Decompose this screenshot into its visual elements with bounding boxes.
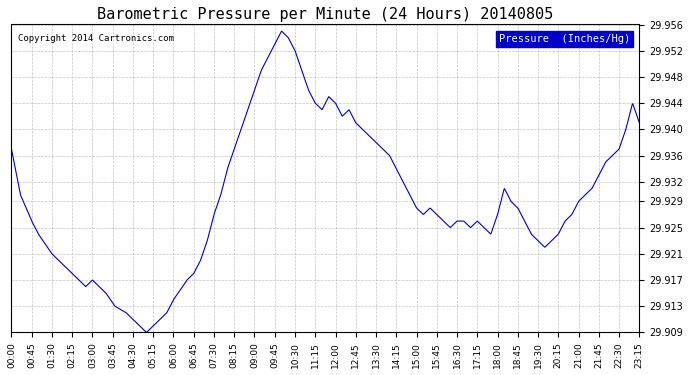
Title: Barometric Pressure per Minute (24 Hours) 20140805: Barometric Pressure per Minute (24 Hours… (97, 7, 553, 22)
Text: Copyright 2014 Cartronics.com: Copyright 2014 Cartronics.com (18, 34, 174, 43)
Text: Pressure  (Inches/Hg): Pressure (Inches/Hg) (499, 34, 630, 44)
